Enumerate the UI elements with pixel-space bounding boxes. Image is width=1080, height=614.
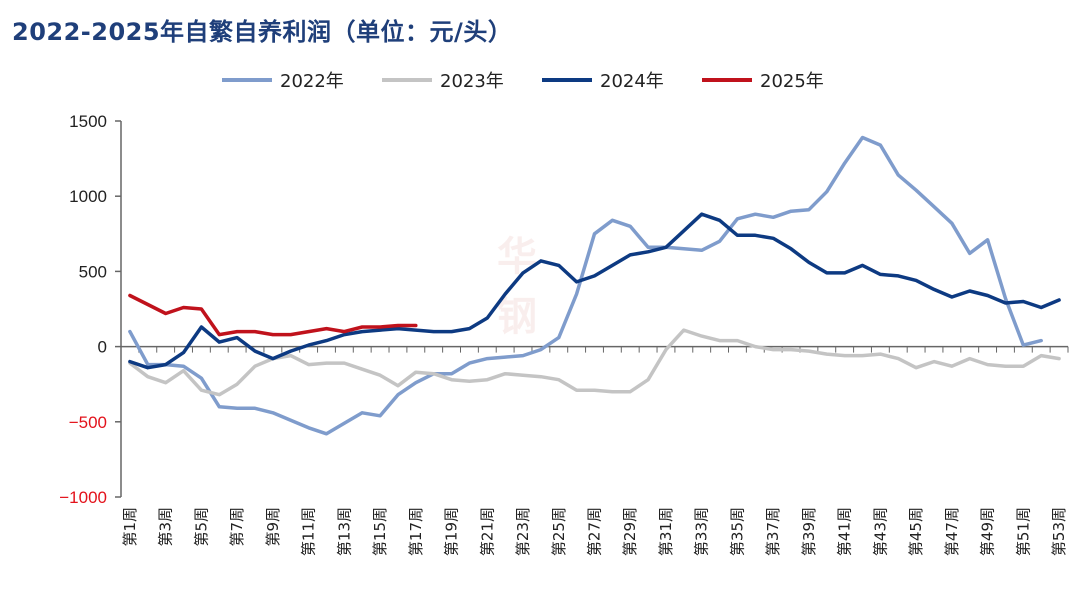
x-tick-label: 第23周 (514, 507, 532, 556)
chart-legend: 2022年 2023年 2024年 2025年 (0, 64, 1080, 96)
x-tick-label: 第3周 (157, 507, 175, 547)
series-line (128, 293, 418, 337)
legend-item: 2023年 (382, 64, 504, 96)
series-line (128, 212, 1061, 370)
x-tick-label: 第45周 (907, 507, 925, 556)
x-tick-label: 第29周 (621, 507, 639, 556)
legend-item: 2025年 (702, 64, 824, 96)
y-tick-label: 500 (79, 262, 107, 281)
legend-item: 2024年 (542, 64, 664, 96)
watermark-glyph: 钢 (497, 294, 537, 340)
x-tick-label: 第37周 (764, 507, 782, 556)
x-tick-label: 第39周 (800, 507, 818, 556)
x-tick-label: 第7周 (228, 507, 246, 547)
x-tick-label: 第17周 (407, 507, 425, 556)
x-tick-label: 第25周 (550, 507, 568, 556)
x-tick-label: 第41周 (836, 507, 854, 556)
x-tick-label: 第49周 (979, 507, 997, 556)
legend-item: 2022年 (222, 64, 344, 96)
legend-label: 2022年 (280, 71, 344, 92)
legend-swatch (702, 78, 752, 82)
y-tick-label: −500 (69, 413, 107, 432)
x-tick-label: 第9周 (264, 507, 282, 547)
x-tick-label: 第15周 (371, 507, 389, 556)
x-tick-labels: 第1周 第3周 第5周 第7周 第9周 第11周 第13周 第15周 第17周 第19周 第21周第… (121, 507, 1068, 556)
legend-swatch (542, 78, 592, 82)
x-tick-label: 第43周 (871, 507, 889, 556)
x-tick-label: 第13周 (335, 507, 353, 556)
legend-label: 2025年 (760, 71, 824, 92)
x-tick-label: 第11周 (300, 507, 318, 556)
x-tick-label: 第33周 (693, 507, 711, 556)
legend-label: 2024年 (600, 71, 664, 92)
x-tick-label: 第21周 (478, 507, 496, 556)
x-tick-label: 第27周 (586, 507, 604, 556)
x-tick-label: 第5周 (192, 507, 210, 547)
series-line (128, 135, 1043, 436)
y-tick-label: 1000 (69, 187, 107, 206)
x-tick-label: 第53周 (1050, 507, 1068, 556)
series-group (128, 135, 1061, 436)
legend-swatch (222, 78, 272, 82)
y-tick-label: −1000 (59, 488, 107, 507)
x-tick-label: 第19周 (443, 507, 461, 556)
x-tick-label: 第47周 (943, 507, 961, 556)
chart-title: 2022-2025年自繁自养利润（单位：元/头） (12, 18, 513, 46)
legend-swatch (382, 78, 432, 82)
watermark-glyph: 华 (497, 234, 537, 280)
legend-label: 2023年 (440, 71, 504, 92)
y-tick-label: 0 (98, 338, 107, 357)
x-tick-label: 第51周 (1014, 507, 1032, 556)
x-tick-label: 第35周 (728, 507, 746, 556)
series-line (128, 328, 1061, 397)
watermark: 华钢 (497, 234, 537, 340)
y-tick-label: 1500 (69, 112, 107, 131)
axes: 1500 1000 500 0 −500 −1000 (59, 112, 1069, 507)
x-tick-label: 第1周 (121, 507, 139, 547)
x-tick-label: 第31周 (657, 507, 675, 556)
